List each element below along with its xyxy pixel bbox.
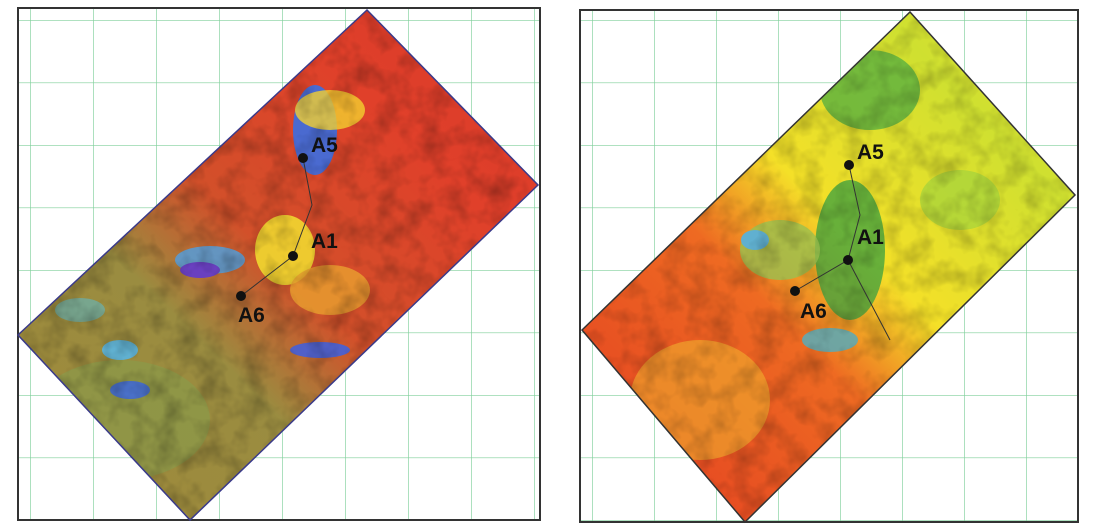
well-label: A1 <box>857 226 884 249</box>
survey-outline <box>16 8 540 522</box>
well-label: A6 <box>800 300 827 323</box>
well-label: A1 <box>311 230 338 253</box>
well-path <box>847 259 891 341</box>
well-marker <box>844 160 854 170</box>
well-marker <box>843 255 853 265</box>
well-marker <box>288 251 298 261</box>
well-marker <box>236 291 246 301</box>
well-path <box>240 157 313 297</box>
well-label: A5 <box>311 134 338 157</box>
survey-outline <box>580 10 1077 524</box>
right-panel: A5 A1 A6 <box>579 9 1079 524</box>
well-label: A5 <box>857 141 884 164</box>
left-panel: A5 A1 A6 <box>16 7 541 522</box>
well-marker <box>790 286 800 296</box>
well-path <box>794 164 861 292</box>
well-marker <box>298 153 308 163</box>
well-label: A6 <box>238 304 265 327</box>
